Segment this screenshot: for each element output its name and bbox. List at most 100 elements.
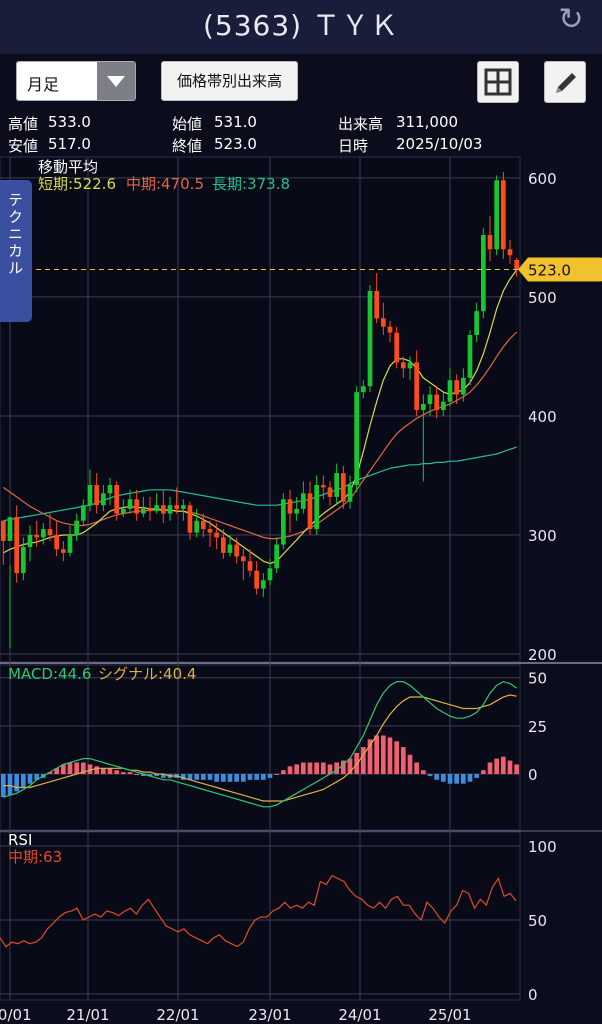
macd-histogram-bar bbox=[214, 774, 219, 782]
y-tick-label: 100 bbox=[528, 838, 557, 856]
macd-histogram-bar bbox=[101, 768, 106, 775]
candle-body bbox=[454, 380, 459, 395]
macd-histogram-bar bbox=[87, 764, 93, 775]
macd-histogram-bar bbox=[194, 774, 199, 780]
macd-histogram-bar bbox=[247, 774, 253, 780]
macd-histogram-bar bbox=[401, 747, 406, 775]
macd-histogram-bar bbox=[127, 772, 133, 775]
candle-body bbox=[367, 290, 373, 387]
technical-tab[interactable]: テクニカル bbox=[0, 180, 32, 322]
draw-button[interactable] bbox=[544, 61, 586, 103]
candle-body bbox=[501, 180, 506, 250]
candle-body bbox=[427, 394, 433, 405]
refresh-icon[interactable]: ↻ bbox=[558, 2, 584, 37]
pencil-icon bbox=[556, 73, 576, 93]
macd-histogram-bar bbox=[501, 756, 506, 775]
y-tick-label: 0 bbox=[528, 766, 538, 784]
candle-body bbox=[261, 580, 266, 589]
header-bar: (5363) ＴＹＫ ↻ bbox=[0, 0, 602, 54]
ma-legend-title: 移動平均 bbox=[38, 158, 98, 176]
rsi-legend: 中期:63 bbox=[8, 848, 62, 866]
rsi-line bbox=[0, 874, 517, 948]
long-ma-line bbox=[3, 446, 517, 522]
candle-body bbox=[447, 380, 453, 402]
mid-ma-legend: 中期:470.5 bbox=[126, 175, 204, 193]
macd-histogram-bar bbox=[447, 774, 453, 784]
technical-tab-label: テクニカル bbox=[6, 192, 24, 277]
high-value: 533.0 bbox=[48, 113, 91, 131]
mid-ma-line bbox=[2, 331, 518, 540]
period-select[interactable]: 月足 bbox=[16, 61, 136, 101]
candle-body bbox=[27, 535, 33, 547]
candle-body bbox=[321, 485, 326, 488]
candle-body bbox=[7, 517, 13, 541]
y-tick-label: 50 bbox=[528, 912, 547, 930]
candle-body bbox=[87, 485, 93, 506]
candle-body bbox=[241, 556, 246, 562]
macd-histogram-bar bbox=[61, 764, 66, 775]
macd-histogram-bar bbox=[187, 774, 193, 780]
macd-histogram-bar bbox=[494, 758, 499, 775]
signal-legend: シグナル:40.4 bbox=[98, 665, 196, 683]
macd-legend: MACD:44.6 bbox=[8, 665, 91, 683]
x-tick-label: 25/01 bbox=[428, 1006, 471, 1024]
y-tick-label: 600 bbox=[528, 170, 557, 188]
candle-body bbox=[441, 401, 446, 410]
candle-body bbox=[21, 546, 26, 574]
macd-histogram-bar bbox=[261, 774, 266, 780]
chevron-down-icon[interactable] bbox=[97, 62, 135, 100]
macd-histogram-bar bbox=[27, 774, 33, 784]
macd-histogram-bar bbox=[287, 766, 293, 775]
x-tick-label: 23/01 bbox=[248, 1006, 291, 1024]
macd-histogram-bar bbox=[181, 774, 186, 780]
macd-histogram-bar bbox=[267, 774, 273, 778]
candle-body bbox=[201, 520, 206, 530]
last-price-label: 523.0 bbox=[528, 262, 571, 280]
macd-histogram-bar bbox=[234, 774, 239, 782]
candle-body bbox=[374, 290, 379, 319]
macd-histogram-bar bbox=[207, 774, 213, 780]
page-title: (5363) ＴＹＫ bbox=[202, 9, 399, 42]
macd-histogram-bar bbox=[361, 747, 366, 775]
macd-histogram-bar bbox=[114, 770, 119, 775]
macd-histogram-bar bbox=[94, 766, 99, 775]
candle-body bbox=[34, 535, 39, 538]
volume-label: 出来高 bbox=[338, 115, 384, 133]
volume-profile-button[interactable]: 価格帯別出来高 bbox=[161, 61, 298, 101]
macd-histogram-bar bbox=[274, 774, 279, 776]
panel-frame-2 bbox=[0, 831, 521, 1001]
macd-histogram-bar bbox=[374, 735, 379, 775]
macd-histogram-bar bbox=[461, 774, 466, 784]
macd-histogram-bar bbox=[47, 772, 53, 775]
macd-histogram-bar bbox=[481, 770, 486, 775]
macd-histogram-bar bbox=[421, 770, 426, 775]
high-label: 高値 bbox=[8, 115, 39, 133]
macd-histogram-bar bbox=[154, 774, 159, 776]
macd-histogram-bar bbox=[434, 774, 439, 780]
candle-body bbox=[341, 473, 346, 502]
candle-body bbox=[334, 473, 339, 497]
macd-histogram-bar bbox=[221, 774, 226, 782]
layout-grid-button[interactable] bbox=[477, 61, 519, 103]
macd-histogram-bar bbox=[414, 762, 419, 775]
candle-body bbox=[61, 549, 66, 553]
macd-histogram-bar bbox=[487, 762, 493, 775]
long-ma-legend: 長期:373.8 bbox=[212, 175, 290, 193]
macd-histogram-bar bbox=[141, 774, 146, 776]
candle-body bbox=[414, 362, 419, 410]
macd-histogram-bar bbox=[14, 774, 19, 792]
candle-body bbox=[107, 485, 113, 494]
candle-body bbox=[134, 499, 139, 514]
candle-body bbox=[267, 568, 273, 581]
candle-body bbox=[214, 532, 219, 538]
macd-histogram-bar bbox=[134, 774, 139, 776]
candle-body bbox=[194, 520, 199, 533]
candle-body bbox=[407, 362, 413, 369]
candle-body bbox=[354, 392, 359, 485]
macd-histogram-bar bbox=[161, 774, 166, 778]
candle-body bbox=[154, 505, 159, 512]
macd-histogram-bar bbox=[121, 772, 126, 775]
close-label: 終値 bbox=[172, 137, 203, 155]
macd-histogram-bar bbox=[507, 760, 513, 775]
